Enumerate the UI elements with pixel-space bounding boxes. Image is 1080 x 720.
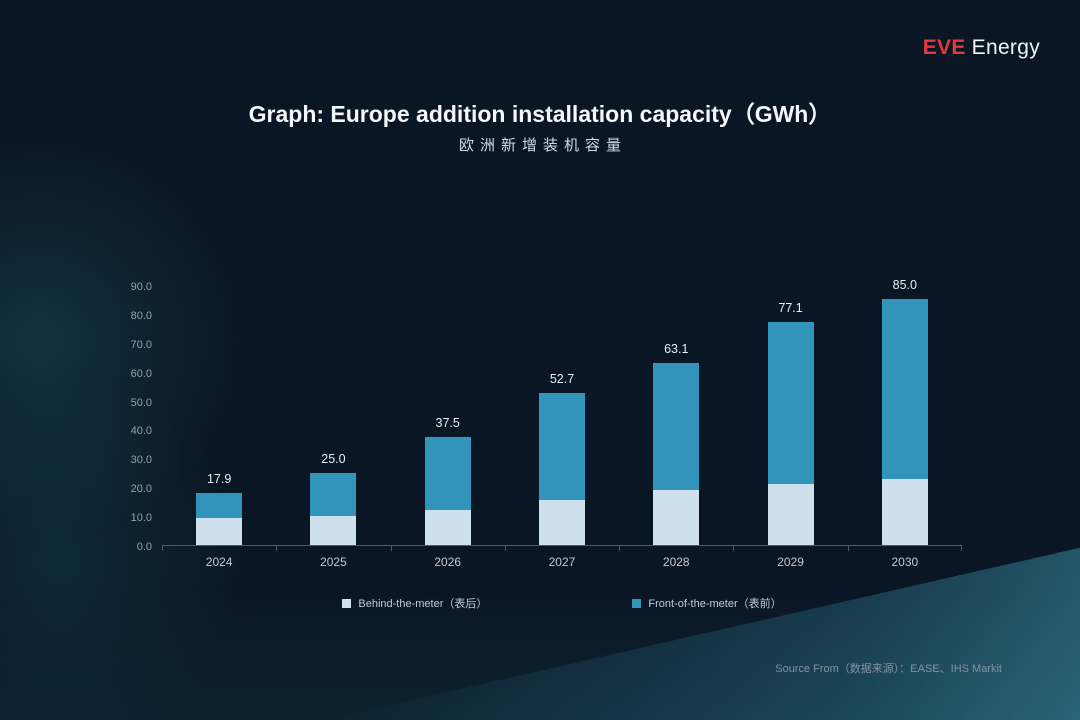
x-axis-tick [961,545,962,551]
bar-total-label: 52.7 [549,371,575,386]
stacked-bar [424,436,471,545]
y-tick-label: 60.0 [130,367,152,380]
legend-marker [632,598,642,608]
logo-energy: Energy [971,36,1040,59]
bar-segment [767,484,814,545]
x-axis-tick [847,545,849,551]
page-subtitle: 欧洲新增装机容量 [458,137,627,154]
legend-marker [342,598,352,608]
bar-segment [310,472,357,517]
x-tick-label: 2026 [434,555,462,569]
bar-total-label: 85.0 [892,278,917,293]
stacked-bar [196,493,243,545]
y-tick-label: 90.0 [130,281,152,293]
y-tick-label: 0.0 [136,541,152,553]
stacked-bar [653,362,700,545]
x-axis-tick [276,545,278,551]
x-tick-label: 2030 [891,555,919,569]
bar-column: 25.0 [276,286,390,545]
x-axis: 2024 2025 2026 2027 2028 2029 2030 [162,555,962,569]
stacked-bar [538,392,585,545]
x-tick-label: 2028 [662,555,690,569]
y-tick-label: 10.0 [130,512,152,525]
stacked-bar [310,472,357,545]
y-tick-label: 20.0 [130,483,152,496]
bar-segment [310,516,357,545]
bar-segment [424,510,471,545]
legend-label: Front-of-the-meter（表前） [648,598,782,610]
y-tick-label: 40.0 [130,425,152,438]
y-tick-label: 80.0 [130,309,152,322]
x-tick-label: 2024 [205,555,233,569]
legend-label: Behind-the-meter（表后） [358,598,488,610]
y-tick-label: 50.0 [130,396,152,409]
stacked-bar [881,299,928,545]
y-axis: 0.0 10.0 20.0 30.0 40.0 50.0 60.0 70.0 80.0 90.0 [120,281,162,553]
page-title: Graph: Europe addition installation capa… [248,101,832,127]
x-axis-tick [619,545,621,551]
x-axis-tick [390,545,392,551]
stacked-bar [767,322,814,545]
x-tick-label: 2025 [320,555,347,569]
bar-total-label: 25.0 [321,451,346,466]
legend-item: Behind-the-meter（表后） [342,595,487,611]
plot-row: 0.0 10.0 20.0 30.0 40.0 50.0 60.0 70.0 80.0 90.0 … [120,278,966,553]
chart: 0.0 10.0 20.0 30.0 40.0 50.0 60.0 70.0 80.0 90.0 … [120,278,966,611]
bar-column: 52.7 [505,286,619,545]
bar-segment [653,362,700,491]
bar-segment [538,500,585,545]
bar-total-label: 17.9 [206,472,232,487]
bar-total-label: 37.5 [435,415,460,430]
bar-segment [196,493,243,518]
legend-item: Front-of-the-meter（表前） [632,595,782,611]
bar-segment [196,517,243,545]
x-tick-label: 2027 [548,555,576,569]
logo-eve: EVE [922,36,966,59]
y-tick-label: 30.0 [130,454,152,467]
bar-segment [881,478,928,545]
bar-segment [538,392,585,501]
bar-column: 63.1 [619,286,733,545]
x-axis-tick [504,545,506,551]
plot-area: 17.9 25.0 37.5 52.7 63.1 77.1 85.0 [162,278,962,551]
logo: EVE Energy [923,36,1040,60]
legend: Behind-the-meter（表后） Front-of-the-meter（表… [162,595,962,611]
bar-segment [653,490,700,545]
y-tick-label: 70.0 [130,338,152,351]
bar-column: 77.1 [733,286,847,545]
bar-column: 85.0 [848,278,962,545]
bar-segment [767,322,814,485]
bar-total-label: 77.1 [778,301,803,316]
bar-total-label: 63.1 [664,341,689,356]
bar-segment [424,436,471,511]
bar-column: 17.9 [162,286,276,545]
x-axis-tick [162,545,163,551]
source-note: Source From（数据来源）：EASE、IHS Markit [775,663,1002,675]
x-axis-tick [733,545,735,551]
bar-column: 37.5 [391,286,505,545]
x-tick-label: 2029 [777,555,804,569]
bar-segment [881,299,928,479]
